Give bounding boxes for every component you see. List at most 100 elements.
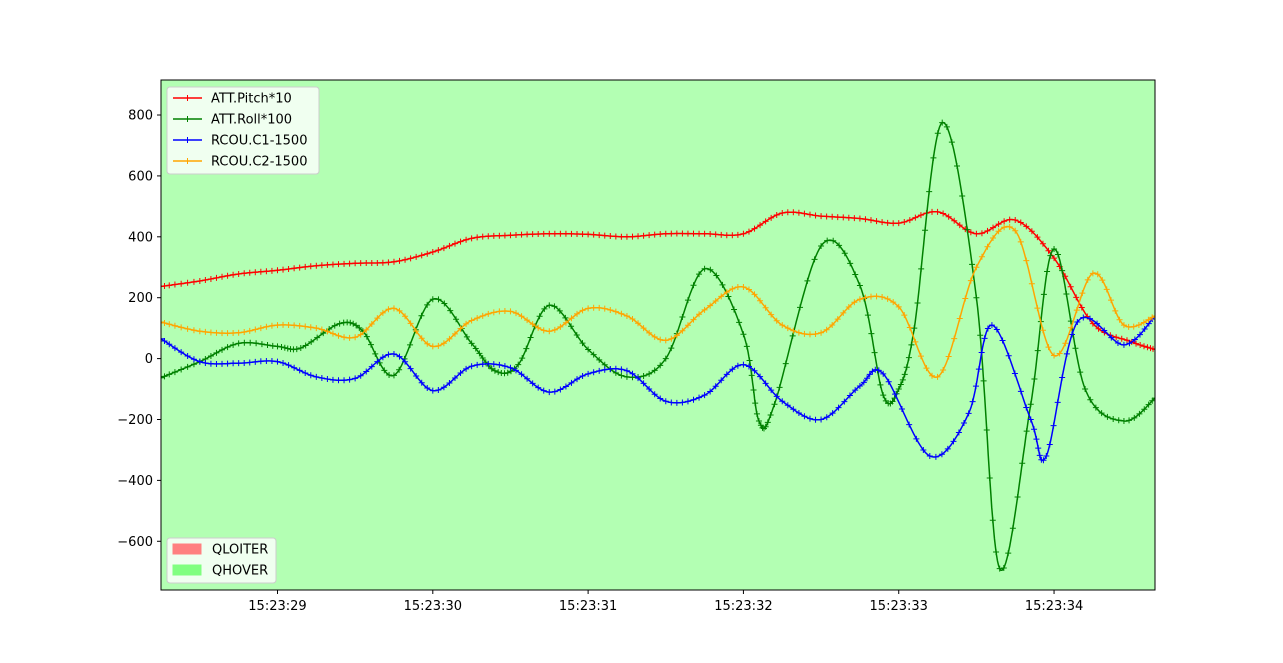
series-marker [495, 369, 502, 376]
series-marker [1098, 410, 1105, 417]
series-marker [1017, 238, 1024, 245]
y-tick-label: 800 [128, 109, 153, 124]
series-marker [513, 231, 519, 238]
series-marker [712, 231, 719, 238]
series-marker [562, 319, 569, 326]
series-marker [1067, 283, 1074, 290]
series-marker [892, 391, 899, 398]
series-marker [446, 242, 453, 249]
series-marker [764, 419, 771, 426]
series-marker [402, 313, 409, 320]
legend-label: RCOU.C1-1500 [211, 134, 307, 149]
series-marker [1034, 305, 1041, 312]
series-marker [241, 339, 248, 346]
series-marker [1110, 416, 1117, 423]
series-marker [734, 362, 741, 369]
series-marker [171, 322, 178, 329]
series-marker [219, 360, 226, 367]
series-marker [1006, 223, 1013, 230]
series-marker [696, 230, 703, 237]
series-marker [161, 374, 164, 381]
series-marker [363, 333, 370, 340]
series-marker [1073, 294, 1080, 301]
series-marker [1108, 297, 1115, 304]
series-marker [972, 383, 979, 390]
series-marker [207, 352, 214, 359]
series-marker [959, 192, 966, 199]
series-marker [646, 370, 653, 377]
series-marker [729, 232, 736, 239]
series-marker [1073, 307, 1080, 314]
x-tick-label: 15:23:29 [248, 599, 306, 614]
series-marker [307, 372, 314, 379]
y-tick-label: 200 [128, 291, 153, 306]
series-marker [868, 330, 875, 337]
series-marker [490, 361, 497, 368]
series-marker [413, 328, 420, 335]
series-marker [1000, 564, 1007, 571]
series-marker [967, 277, 974, 284]
series-marker [252, 269, 259, 276]
series-marker [657, 231, 664, 238]
x-tick-label: 15:23:30 [404, 599, 462, 614]
series-marker [690, 282, 697, 289]
series-marker [1044, 268, 1051, 275]
series-marker [723, 232, 730, 239]
series-marker [944, 445, 951, 452]
series-marker [612, 233, 619, 240]
series-marker [496, 361, 503, 368]
series-marker [951, 217, 958, 224]
series-marker [396, 257, 403, 264]
series-marker [451, 330, 458, 337]
series-marker [440, 245, 447, 252]
series-marker [357, 331, 364, 338]
series-marker [504, 369, 511, 376]
series-marker [845, 214, 852, 221]
series-marker [718, 231, 725, 238]
series-marker [945, 213, 952, 220]
series-marker [219, 273, 226, 280]
series-marker [1141, 326, 1148, 333]
series-marker [1115, 417, 1122, 424]
series-marker [381, 367, 388, 374]
series-marker [640, 232, 647, 239]
series-marker [1123, 337, 1130, 344]
series-marker [773, 393, 780, 400]
series-marker [690, 396, 697, 403]
series-2 [161, 312, 1155, 464]
series-marker [646, 232, 653, 239]
series-marker [834, 214, 841, 221]
series-marker [898, 406, 905, 412]
series-marker [513, 310, 519, 317]
series-marker [341, 377, 348, 384]
series-marker [166, 321, 173, 328]
series-marker [830, 237, 837, 244]
series-marker [285, 265, 292, 272]
series-marker [407, 255, 414, 262]
series-marker [527, 334, 534, 341]
series-marker [161, 373, 168, 380]
series-marker [635, 375, 642, 382]
series-marker [551, 303, 558, 310]
series-marker [435, 342, 442, 349]
series-marker [457, 325, 464, 332]
legend-marker [184, 95, 191, 101]
series-marker [1074, 319, 1081, 326]
series-marker [723, 289, 730, 296]
series-marker [662, 337, 669, 344]
series-marker [368, 260, 375, 267]
series-marker [184, 363, 191, 370]
series-marker [241, 359, 248, 366]
series-marker [851, 299, 858, 306]
series-marker [407, 365, 414, 372]
series-marker [751, 291, 758, 298]
series-marker [1039, 240, 1046, 247]
series-marker [224, 344, 231, 351]
series-marker [213, 274, 220, 281]
series-marker [969, 261, 976, 268]
series-marker [978, 253, 985, 260]
series-marker [748, 372, 755, 379]
y-tick-label: −400 [117, 474, 153, 489]
series-marker [418, 379, 425, 386]
series-marker [757, 297, 764, 304]
